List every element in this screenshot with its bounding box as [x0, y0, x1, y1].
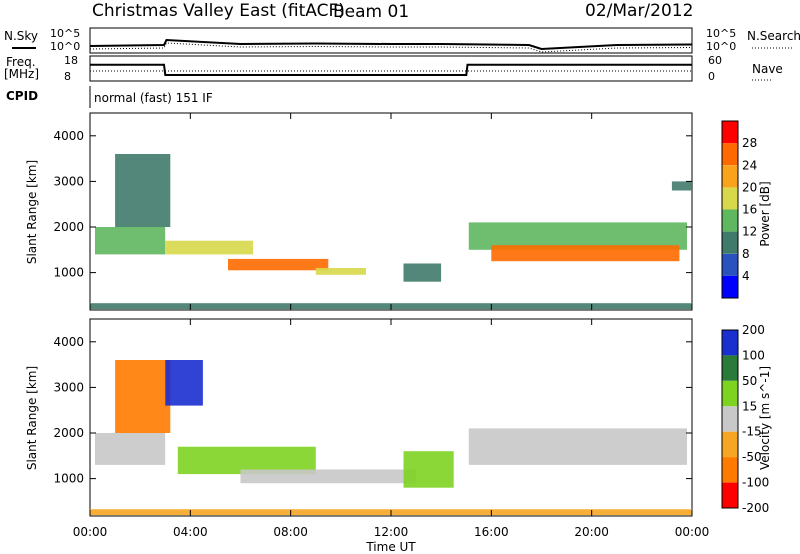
nave-label: Nave — [752, 62, 783, 76]
x-axis-label: Time UT — [365, 540, 416, 554]
power-ylabel: Slant Range [km] — [25, 160, 39, 264]
velocity-colorbar-label: Velocity [m s^-1] — [758, 366, 772, 470]
power-colorbar-tick: 12 — [742, 225, 757, 239]
power-colorbar-tick: 16 — [742, 203, 757, 217]
power-region — [165, 240, 254, 255]
noise-right-tick-bottom: 10^0 — [706, 40, 736, 53]
velocity-region — [165, 360, 203, 406]
power-colorbar-swatch — [722, 121, 738, 144]
x-tick-label: 16:00 — [474, 525, 509, 539]
freq-left-label-1: Freq. — [6, 55, 36, 69]
velocity-ytick-label: 2000 — [53, 426, 84, 440]
noise-sky-line — [89, 38, 693, 51]
velocity-colorbar-tick: 100 — [742, 348, 765, 362]
x-tick-label: 04:00 — [173, 525, 208, 539]
velocity-region — [403, 451, 454, 488]
freq-right-tick-top: 60 — [708, 54, 722, 67]
cpid-label: CPID — [6, 89, 38, 103]
power-colorbar-swatch — [722, 143, 738, 166]
power-colorbar-swatch — [722, 165, 738, 188]
power-colorbar-swatch — [722, 209, 738, 232]
velocity-colorbar-tick: 200 — [742, 323, 765, 337]
power-colorbar-tick: 20 — [742, 180, 757, 194]
cpid-panel: CPID normal (fast) 151 IF — [6, 86, 213, 108]
velocity-colorbar-swatch — [722, 406, 738, 432]
velocity-region — [240, 469, 417, 484]
noise-right-tick-top: 10^5 — [706, 27, 736, 40]
power-colorbar-swatch — [722, 275, 738, 298]
velocity-colorbar-tick: 15 — [742, 399, 757, 413]
freq-left-label-2: [MHz] — [4, 67, 39, 81]
power-region — [95, 227, 166, 255]
velocity-colorbar-tick: -100 — [742, 476, 769, 490]
velocity-colorbar-tick: -15 — [742, 425, 762, 439]
freq-left-tick-bottom: 8 — [64, 70, 71, 83]
noise-panel: N.Sky N.Search 10^5 10^0 10^5 10^0 — [4, 27, 800, 54]
noise-left-tick-top: 10^5 — [50, 27, 80, 40]
velocity-panel: 1000 2000 3000 4000 Slant Range [km] 200 100… — [25, 318, 772, 517]
velocity-region — [115, 360, 171, 433]
power-colorbar-tick: 24 — [742, 158, 757, 172]
velocity-colorbar-tick: -200 — [742, 501, 769, 515]
power-colorbar-tick: 4 — [742, 269, 750, 283]
power-colorbar-label: Power [dB] — [758, 181, 772, 246]
date-label: 02/Mar/2012 — [585, 1, 693, 21]
power-ytick-label: 4000 — [53, 129, 84, 143]
x-tick-label: 00:00 — [675, 525, 710, 539]
power-colorbar-swatch — [722, 187, 738, 210]
velocity-colorbar-swatch — [722, 355, 738, 381]
velocity-colorbar-swatch — [722, 431, 738, 458]
power-panel: 1000 2000 3000 4000 Slant Range [km] 4 8 12 16… — [25, 112, 772, 311]
power-ytick-label: 3000 — [53, 174, 84, 188]
power-colorbar-tick: 8 — [742, 247, 750, 261]
x-tick-label: 00:00 — [73, 525, 108, 539]
x-tick-label: 08:00 — [273, 525, 308, 539]
noise-right-label: N.Search — [747, 29, 800, 43]
power-region — [115, 154, 171, 227]
power-region — [403, 263, 442, 282]
power-colorbar-swatch — [722, 253, 738, 276]
noise-left-tick-bottom: 10^0 — [50, 40, 80, 53]
velocity-colorbar-swatch — [722, 380, 738, 407]
power-colorbar-swatch — [722, 231, 738, 254]
velocity-colorbar-tick: 50 — [742, 374, 757, 388]
velocity-colorbar-swatch — [722, 457, 738, 483]
frequency-panel: Freq. [MHz] 18 8 60 0 Nave — [4, 54, 783, 83]
power-region — [671, 181, 692, 191]
chart-title: Christmas Valley East (fitACF) — [92, 1, 345, 21]
power-ytick-label: 1000 — [53, 266, 84, 280]
beam-label: Beam 01 — [333, 2, 409, 22]
cpid-mode: normal (fast) 151 IF — [94, 91, 213, 105]
x-tick-label: 20:00 — [574, 525, 609, 539]
noise-search-line — [89, 42, 693, 53]
velocity-colorbar-tick: -50 — [742, 450, 762, 464]
freq-right-tick-bottom: 0 — [708, 70, 715, 83]
noise-left-label: N.Sky — [4, 29, 38, 43]
power-ytick-label: 2000 — [53, 220, 84, 234]
power-region — [228, 258, 329, 271]
velocity-colorbar-swatch — [722, 330, 738, 356]
power-region — [315, 268, 366, 275]
velocity-ytick-label: 1000 — [53, 472, 84, 486]
velocity-ytick-label: 3000 — [53, 380, 84, 394]
velocity-region — [95, 433, 166, 465]
velocity-region — [468, 428, 687, 465]
frequency-line — [90, 63, 692, 76]
velocity-ytick-label: 4000 — [53, 335, 84, 349]
x-tick-label: 12:00 — [374, 525, 409, 539]
velocity-colorbar-swatch — [722, 482, 738, 508]
freq-left-tick-top: 18 — [64, 54, 78, 67]
power-colorbar-tick: 28 — [742, 136, 757, 150]
velocity-ylabel: Slant Range [km] — [25, 366, 39, 470]
power-region — [491, 245, 680, 262]
